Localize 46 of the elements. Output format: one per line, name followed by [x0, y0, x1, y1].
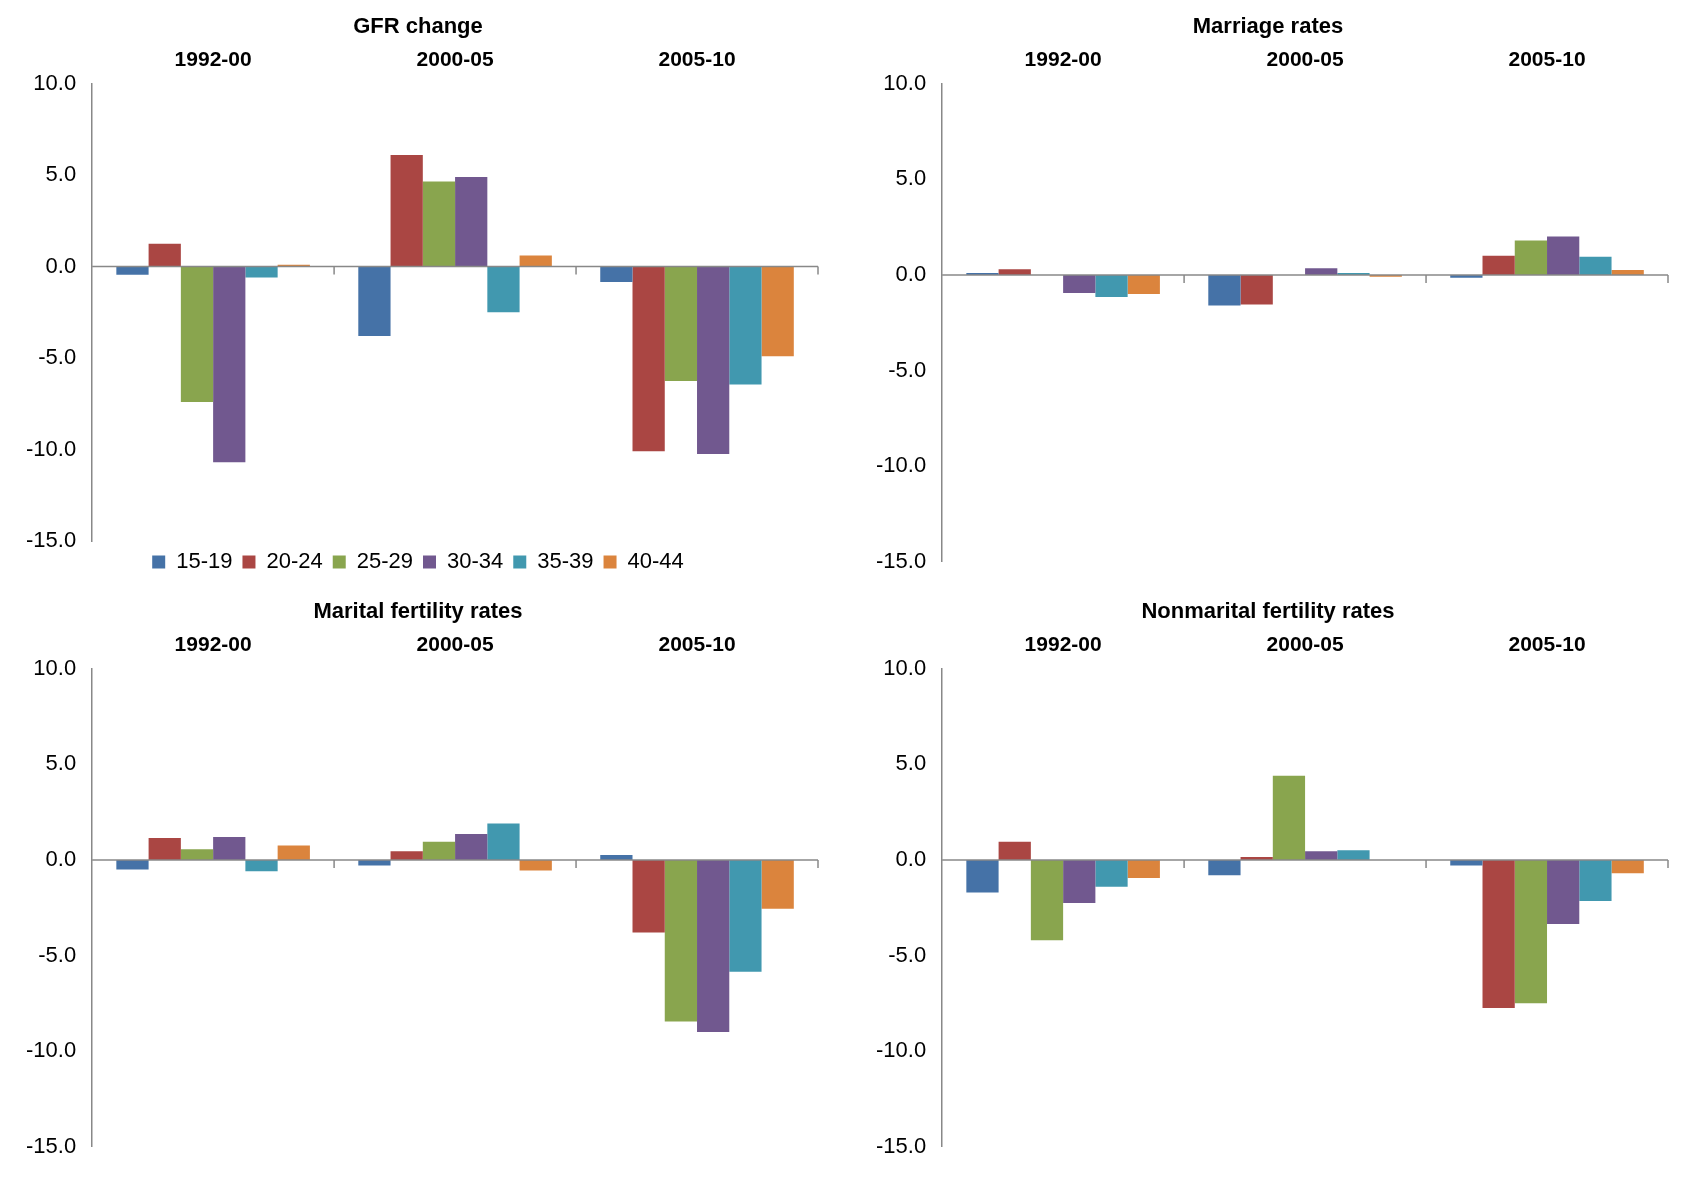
- y-tick-label: 10.0: [883, 654, 927, 680]
- x-tick-label: 2005-10: [658, 46, 736, 70]
- chart-title: GFR change: [353, 13, 483, 39]
- y-tick-label: -15.0: [25, 527, 77, 553]
- y-tick-label: 0.0: [895, 845, 927, 871]
- x-tick-label: 1992-00: [1024, 631, 1102, 655]
- y-tick-label: -10.0: [25, 1037, 77, 1063]
- y-tick-label: -5.0: [38, 941, 77, 967]
- y-tick-label: 0.0: [45, 845, 77, 871]
- y-tick-label: -5.0: [38, 344, 77, 370]
- y-tick-label: -10.0: [25, 435, 77, 461]
- chart-title: Nonmarital fertility rates: [1141, 598, 1395, 624]
- x-tick-label: 2005-10: [658, 631, 736, 655]
- legend-label: 40-44: [627, 548, 684, 574]
- y-tick-label: 10.0: [33, 654, 77, 680]
- x-tick-label: 2000-05: [416, 46, 494, 70]
- x-tick-label: 2000-05: [416, 631, 494, 655]
- x-tick-label: 2005-10: [1508, 631, 1586, 655]
- y-tick-label: 10.0: [883, 69, 927, 95]
- y-tick-label: 5.0: [45, 750, 77, 776]
- y-tick-label: -5.0: [888, 356, 927, 382]
- y-tick-label: 10.0: [33, 69, 77, 95]
- y-tick-label: 5.0: [895, 750, 927, 776]
- y-tick-label: 0.0: [45, 252, 77, 278]
- legend-label: 25-29: [356, 548, 414, 574]
- x-tick-label: 1992-00: [1024, 46, 1102, 70]
- legend-label: 20-24: [266, 548, 323, 574]
- y-tick-label: 0.0: [895, 260, 927, 286]
- x-tick-label: 1992-00: [174, 631, 252, 655]
- y-tick-label: -15.0: [875, 547, 927, 573]
- y-tick-label: 5.0: [895, 165, 927, 191]
- legend-label: 15-19: [176, 548, 233, 574]
- y-tick-label: 5.0: [45, 161, 77, 187]
- y-tick-label: -5.0: [888, 941, 927, 967]
- x-tick-label: 2000-05: [1266, 46, 1344, 70]
- y-tick-label: -15.0: [875, 1132, 927, 1158]
- x-tick-label: 2000-05: [1266, 631, 1344, 655]
- y-tick-label: -15.0: [25, 1132, 77, 1158]
- chart-title: Marriage rates: [1192, 13, 1344, 39]
- legend-label: 30-34: [447, 548, 504, 574]
- y-tick-label: -10.0: [875, 452, 927, 478]
- y-tick-label: -10.0: [875, 1037, 927, 1063]
- legend-label: 35-39: [537, 548, 594, 574]
- chart-title: Marital fertility rates: [313, 598, 523, 624]
- x-tick-label: 1992-00: [174, 46, 252, 70]
- x-tick-label: 2005-10: [1508, 46, 1586, 70]
